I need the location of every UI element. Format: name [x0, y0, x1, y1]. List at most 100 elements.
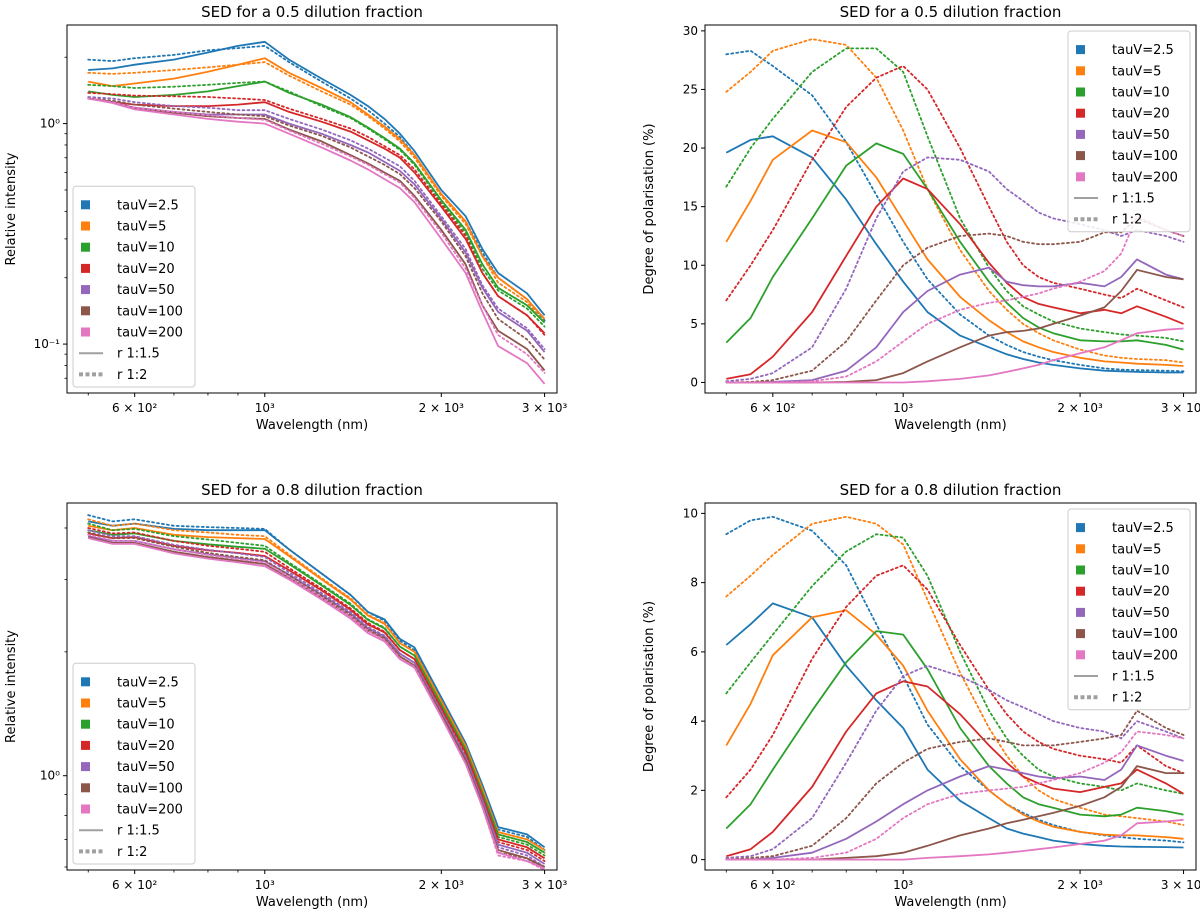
- series-line-tauv2.5-solid: [725, 135, 1184, 374]
- x-tick-label: 3 × 10³: [1161, 878, 1200, 892]
- legend-swatch: [1076, 523, 1085, 533]
- legend-swatch: [1076, 172, 1085, 182]
- legend: tauV=2.5 tauV=5 tauV=10 tauV=20 tauV=50 tauV=…: [72, 185, 196, 388]
- series-line-tauv20-dotted: [725, 564, 1185, 799]
- y-tick-label: 8: [690, 576, 698, 590]
- chart-panel-3: SED for a 0.8 dilution fraction 6 × 10² 10…: [4, 481, 567, 910]
- legend-swatch: [81, 200, 90, 210]
- legend-swatch: [81, 677, 90, 687]
- legend-label: tauV=10: [117, 718, 175, 733]
- legend: tauV=2.5 tauV=5 tauV=10 tauV=20 tauV=50 tauV=…: [1067, 508, 1191, 711]
- series-line-tauv100-dotted: [725, 217, 1185, 384]
- legend-label: r 1:2: [1112, 213, 1142, 228]
- x-tick-label: 3 × 10³: [522, 878, 568, 892]
- x-tick-label: 2 × 10³: [419, 401, 465, 415]
- chart-panel-1: SED for a 0.5 dilution fraction 6 × 10² 10…: [4, 3, 567, 433]
- series-line-tauv5-dotted: [87, 61, 546, 324]
- y-axis-label: Degree of polarisation (%): [642, 601, 657, 772]
- legend-label: tauV=100: [117, 304, 183, 319]
- x-tick-label: 6 × 10²: [112, 878, 158, 892]
- y-tick-label: 10: [683, 506, 698, 520]
- legend-label: tauV=10: [1112, 86, 1170, 101]
- legend-label: tauV=5: [1112, 64, 1161, 79]
- plot-frame: [66, 24, 558, 394]
- legend-swatch: [81, 698, 90, 708]
- x-tick-label: 3 × 10³: [522, 401, 568, 415]
- x-tick-label: 6 × 10²: [112, 401, 158, 415]
- series-line-tauv2.5-solid: [725, 602, 1184, 849]
- legend-swatch: [81, 783, 90, 793]
- series-line-tauv20-solid: [726, 680, 1184, 858]
- legend-swatch: [81, 285, 90, 295]
- legend-label: r 1:2: [1112, 691, 1142, 706]
- y-tick-label: 10: [683, 258, 698, 272]
- y-tick-label: 10⁰: [40, 117, 60, 131]
- series-line-tauv200-solid: [726, 818, 1184, 861]
- legend-swatch: [81, 804, 90, 814]
- series-line-tauv200-dotted: [725, 215, 1185, 384]
- x-tick-label: 10³: [893, 878, 913, 892]
- x-tick-label: 2 × 10³: [1057, 401, 1103, 415]
- series-line-tauv5-solid: [725, 609, 1184, 840]
- x-tick-label: 6 × 10²: [750, 401, 796, 415]
- legend-swatch: [81, 762, 90, 772]
- x-axis-label: Wavelength (nm): [894, 895, 1006, 910]
- chart-panel-4: SED for a 0.8 dilution fraction 6 × 10² 10…: [642, 481, 1200, 910]
- y-tick-label: 10⁰: [40, 769, 60, 783]
- series-lines: [725, 38, 1185, 384]
- legend-label: tauV=100: [1112, 149, 1178, 164]
- series-line-tauv5-dotted: [725, 515, 1185, 826]
- legend-swatch: [1076, 650, 1085, 660]
- legend-swatch: [81, 221, 90, 231]
- legend-swatch: [81, 719, 90, 729]
- x-tick-label: 6 × 10²: [750, 878, 796, 892]
- x-tick-label: 2 × 10³: [419, 878, 465, 892]
- legend-label: tauV=200: [1112, 648, 1178, 663]
- legend-label: tauV=50: [1112, 606, 1170, 621]
- y-tick-label: 20: [683, 141, 698, 155]
- legend-label: tauV=2.5: [1112, 43, 1174, 58]
- legend-swatch: [81, 242, 90, 252]
- series-line-tauv100-solid: [726, 268, 1184, 384]
- chart-title: SED for a 0.8 dilution fraction: [840, 481, 1062, 499]
- series-line-tauv100-dotted: [725, 709, 1185, 861]
- legend-label: r 1:1.5: [1112, 192, 1155, 207]
- legend-label: tauV=50: [117, 760, 175, 775]
- x-tick-label: 10³: [255, 878, 275, 892]
- chart-panel-2: SED for a 0.5 dilution fraction 6 × 10² 10…: [642, 3, 1200, 433]
- plot-frame: [704, 502, 1197, 871]
- y-axis-label: Relative intensity: [4, 630, 19, 743]
- y-tick-label: 25: [683, 82, 698, 96]
- legend-label: r 1:1.5: [1112, 670, 1155, 685]
- legend-label: r 1:1.5: [117, 824, 160, 839]
- y-tick-label: 30: [683, 24, 698, 38]
- x-axis-label: Wavelength (nm): [894, 418, 1006, 433]
- legend-label: tauV=200: [1112, 170, 1178, 185]
- chart-title: SED for a 0.8 dilution fraction: [201, 481, 423, 499]
- y-tick-label: 15: [683, 200, 698, 214]
- legend-box: [1067, 508, 1191, 711]
- series-line-tauv5-dotted: [725, 38, 1185, 364]
- series-line-tauv2.5-dotted: [87, 45, 546, 322]
- chart-title: SED for a 0.5 dilution fraction: [201, 3, 423, 21]
- series-line-tauv2.5-dotted: [725, 49, 1185, 373]
- legend-label: tauV=20: [117, 739, 175, 754]
- legend-label: tauV=2.5: [117, 198, 179, 213]
- series-lines: [87, 514, 546, 870]
- series-line-tauv50-dotted: [87, 96, 546, 350]
- legend-label: r 1:1.5: [117, 347, 160, 362]
- plot-frame: [66, 502, 558, 871]
- legend-label: tauV=100: [1112, 627, 1178, 642]
- series-line-tauv200-dotted: [87, 533, 546, 870]
- legend-label: tauV=10: [117, 241, 175, 256]
- legend-swatch: [1076, 87, 1085, 97]
- legend-swatch: [81, 306, 90, 316]
- series-line-tauv5-solid: [725, 129, 1184, 367]
- legend-box: [1067, 30, 1191, 233]
- legend-swatch: [1076, 607, 1085, 617]
- series-line-tauv10-dotted: [87, 80, 546, 328]
- legend-swatch: [1076, 544, 1085, 554]
- series-line-tauv200-dotted: [87, 97, 546, 374]
- series-line-tauv2.5-solid: [88, 40, 546, 316]
